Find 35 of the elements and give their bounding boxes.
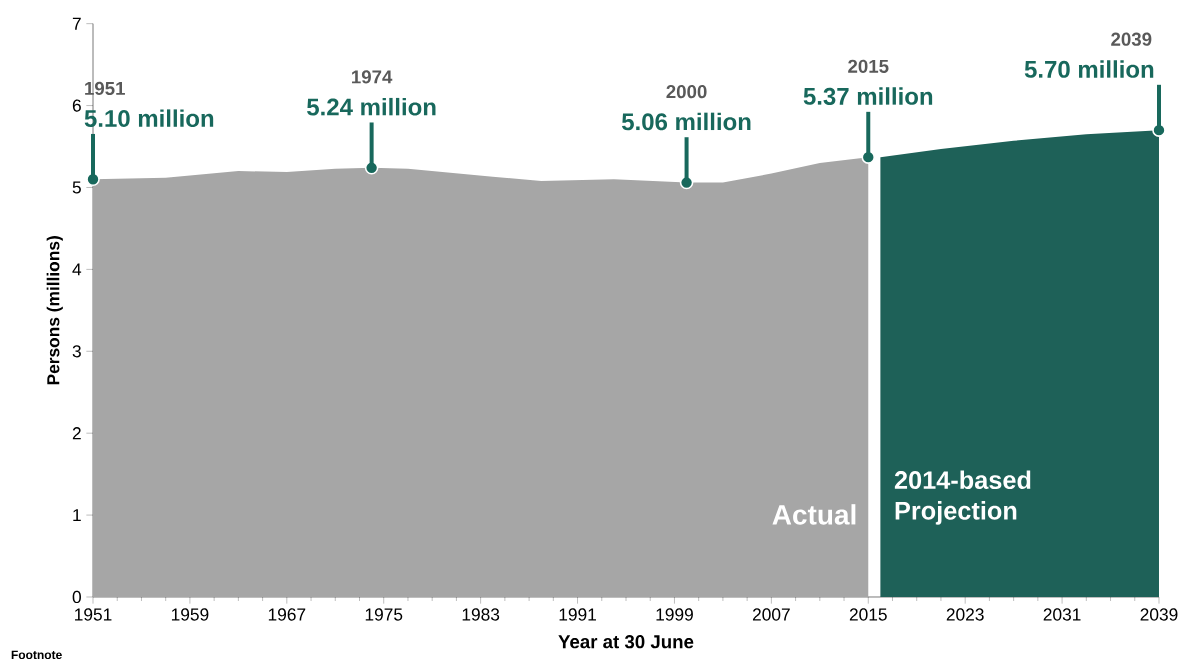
- y-tick-label: 4: [72, 263, 82, 276]
- annotation: 2000: [666, 85, 707, 99]
- x-tick-label: 1975: [365, 608, 403, 621]
- series-label: 2014-based Projection: [894, 470, 1031, 525]
- annotation: 5.24 million: [307, 97, 436, 116]
- x-tick-label: 1959: [171, 608, 209, 621]
- series-label: Actual: [772, 504, 856, 525]
- x-tick-label: 1991: [559, 608, 596, 621]
- text: Footnote: [11, 650, 62, 660]
- x-tick-label: 1951: [75, 608, 112, 621]
- x-tick-label: 2023: [946, 608, 984, 621]
- annotation: 5.37 million: [803, 87, 933, 105]
- x-tick-label: 2015: [849, 608, 887, 621]
- x-tick-label: 1999: [656, 608, 693, 621]
- y-tick-label: 2: [72, 427, 81, 440]
- annotation: 5.06 million: [621, 112, 751, 131]
- y-tick-label: 6: [72, 99, 81, 112]
- y-tick-label: 7: [72, 17, 81, 30]
- annotation: 1974: [352, 70, 393, 84]
- annotation: 2039: [1111, 32, 1152, 46]
- x-tick-label: 2031: [1043, 608, 1081, 621]
- annotation: 5.10 million: [84, 109, 214, 128]
- y-tick-label: 0: [72, 590, 81, 604]
- y-tick-label: 5: [72, 181, 81, 194]
- annotation: 2015: [848, 59, 889, 73]
- y-axis-title: Persons (millions): [46, 236, 63, 385]
- x-axis-title: Year at 30 June: [558, 635, 694, 649]
- x-tick-label: 1967: [268, 608, 306, 621]
- annotation: 5.70 million: [1024, 60, 1154, 78]
- y-tick-label: 3: [72, 345, 81, 358]
- x-tick-label: 2039: [1140, 608, 1178, 621]
- x-tick-label: 2007: [752, 608, 790, 621]
- y-tick-label: 1: [73, 509, 81, 522]
- annotation: 1951: [85, 81, 125, 96]
- x-tick-label: 1983: [462, 608, 500, 621]
